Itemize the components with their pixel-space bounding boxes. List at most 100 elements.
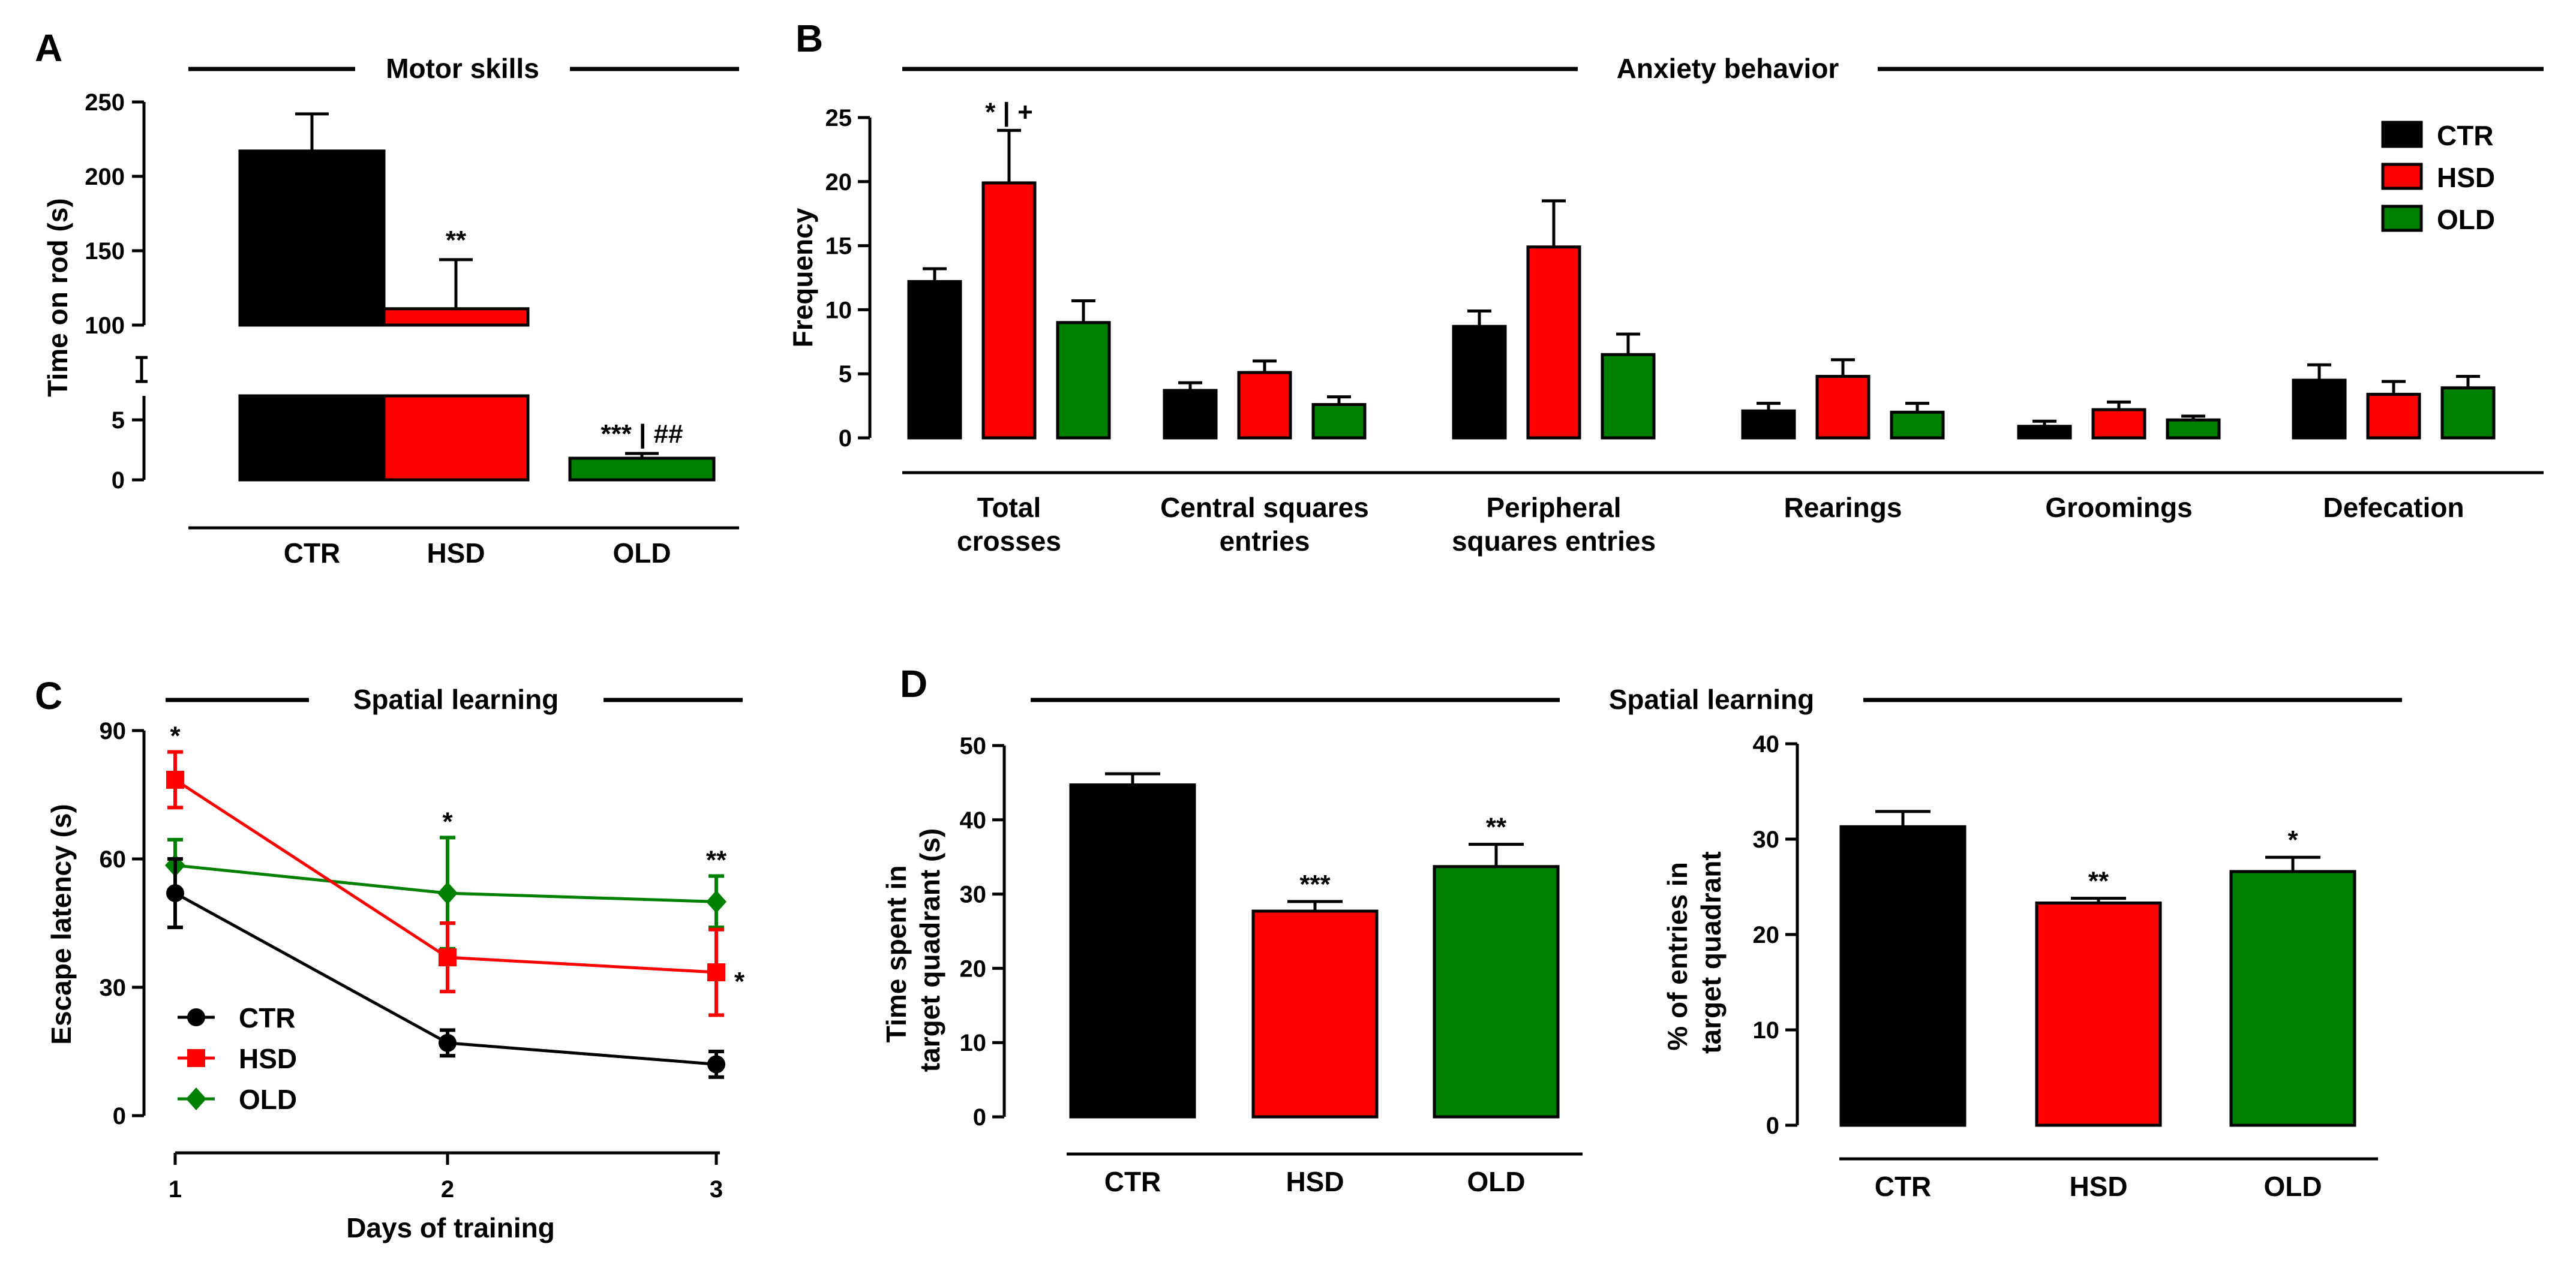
y-tick-label: 0 [112, 467, 125, 494]
category-label-line: Total [977, 492, 1041, 523]
category-label: Groomings [2045, 492, 2192, 523]
panel-a-motor-skills: A Motor skills Time on rod (s) 0 5 100 150 2… [35, 26, 739, 569]
category-label-line: crosses [957, 525, 1061, 557]
y-tick-label: 10 [1753, 1017, 1780, 1044]
y-tick-label: 10 [825, 297, 852, 323]
y-tick-label: 25 [825, 105, 852, 131]
y-tick-label: 0 [1766, 1113, 1779, 1139]
bar-old [2229, 870, 2356, 1127]
panel-d-title: Spatial learning [1609, 684, 1815, 715]
panel-d2-y-axis-label-line-1: % of entries in [1662, 862, 1693, 1050]
panel-d1-y-axis-label-line-1: Time spent in [881, 866, 912, 1043]
y-tick-label: 200 [85, 164, 125, 190]
bar-old [1056, 321, 1111, 440]
panel-a-y-axis-label: Time on rod (s) [42, 198, 73, 396]
category-label-old: OLD [2263, 1171, 2322, 1202]
significance-label: ** [2088, 867, 2109, 896]
bar-old [568, 456, 716, 482]
panel-b-anxiety-behavior: B Anxiety behavior Frequency 0 5 10 15 20 25 *… [787, 17, 2544, 557]
y-tick-label: 50 [960, 733, 987, 759]
bar-ctr [1163, 389, 1218, 440]
bar-old [2440, 386, 2496, 440]
marker-hsd [439, 948, 457, 967]
bar-old [1433, 865, 1560, 1119]
panel-c-title: Spatial learning [353, 684, 559, 715]
category-label-hsd: HSD [2069, 1171, 2127, 1202]
x-tick-label: 3 [710, 1176, 723, 1203]
bar-old [1890, 410, 1945, 440]
bar-hsd-upper [382, 307, 530, 327]
bar-ctr-lower [238, 394, 386, 482]
bar-ctr [1839, 825, 1966, 1127]
y-tick-label: 20 [960, 956, 987, 982]
panel-b-y-axis-label: Frequency [787, 208, 818, 347]
bar-hsd [1526, 245, 1581, 440]
category-label-line: Peripheral [1487, 492, 1622, 523]
panel-a-axis-break-mark [136, 356, 148, 383]
y-tick-label: 250 [85, 89, 125, 116]
category-label-old: OLD [1467, 1166, 1525, 1197]
significance-label: * | + [985, 97, 1033, 127]
legend-swatch-ctr [2381, 121, 2423, 148]
y-tick-label: 90 [100, 718, 127, 744]
panel-label-c: C [35, 674, 62, 717]
category-label: Total crosses [957, 492, 1061, 557]
legend-label-hsd: HSD [239, 1043, 297, 1074]
category-label-old: OLD [613, 537, 671, 569]
panel-d1-y-axis-label: Time spent in target quadrant (s) [881, 828, 945, 1072]
category-label-hsd: HSD [427, 537, 485, 569]
bar-ctr [2017, 425, 2072, 440]
legend-label-old: OLD [239, 1084, 297, 1115]
bar-ctr-upper [238, 149, 386, 327]
marker-hsd [166, 771, 184, 789]
marker-ctr [707, 1055, 725, 1074]
significance-label: * [2287, 825, 2298, 855]
panel-d2-y-axis-label-line-2: target quadrant [1695, 851, 1727, 1053]
panel-a-title: Motor skills [386, 53, 539, 84]
legend-label-ctr: CTR [2437, 120, 2494, 151]
bar-ctr [907, 280, 962, 440]
bar-hsd-lower [382, 394, 530, 482]
panel-d-spatial-learning: D Spatial learning Time spent in target … [881, 662, 2402, 1202]
significance-label: ** [706, 846, 727, 875]
panel-label-a: A [35, 26, 62, 70]
y-tick-label: 15 [825, 233, 852, 260]
category-label-line: entries [1220, 525, 1310, 557]
y-tick-label: 5 [112, 407, 125, 434]
category-label-line: Central squares [1160, 492, 1369, 523]
y-tick-label: 40 [1753, 731, 1780, 758]
category-label-ctr: CTR [1875, 1171, 1932, 1202]
legend-label-ctr: CTR [239, 1002, 296, 1033]
category-label-ctr: CTR [1104, 1166, 1161, 1197]
marker-ctr [166, 884, 184, 903]
y-tick-label: 10 [960, 1030, 987, 1056]
bar-hsd [1237, 371, 1292, 440]
significance-label: * [734, 967, 745, 996]
panel-b-title: Anxiety behavior [1617, 53, 1839, 84]
y-tick-label: 20 [825, 169, 852, 196]
y-tick-label: 150 [85, 238, 125, 265]
category-label-hsd: HSD [1286, 1166, 1344, 1197]
y-tick-label: 60 [100, 846, 127, 873]
bar-ctr [2292, 378, 2347, 440]
y-tick-label: 0 [113, 1103, 126, 1129]
panel-d2-y-axis-label: % of entries in target quadrant [1662, 851, 1727, 1053]
category-label: Defecation [2323, 492, 2464, 523]
bar-hsd [2035, 902, 2162, 1127]
category-label-ctr: CTR [284, 537, 341, 569]
panel-label-d: D [900, 662, 927, 705]
marker-old [706, 890, 726, 914]
marker-old [437, 882, 458, 905]
bar-ctr [1452, 324, 1507, 440]
significance-label: ** [446, 226, 467, 255]
legend-marker-old [186, 1087, 206, 1110]
category-label: Central squares entries [1160, 492, 1369, 557]
bar-old [1601, 353, 1656, 440]
category-label-line: Defecation [2323, 492, 2464, 523]
bar-hsd [1815, 374, 1871, 440]
bar-hsd [981, 181, 1037, 440]
legend-swatch-hsd [2381, 163, 2423, 190]
bar-old [1311, 402, 1367, 440]
category-label: Rearings [1784, 492, 1902, 523]
